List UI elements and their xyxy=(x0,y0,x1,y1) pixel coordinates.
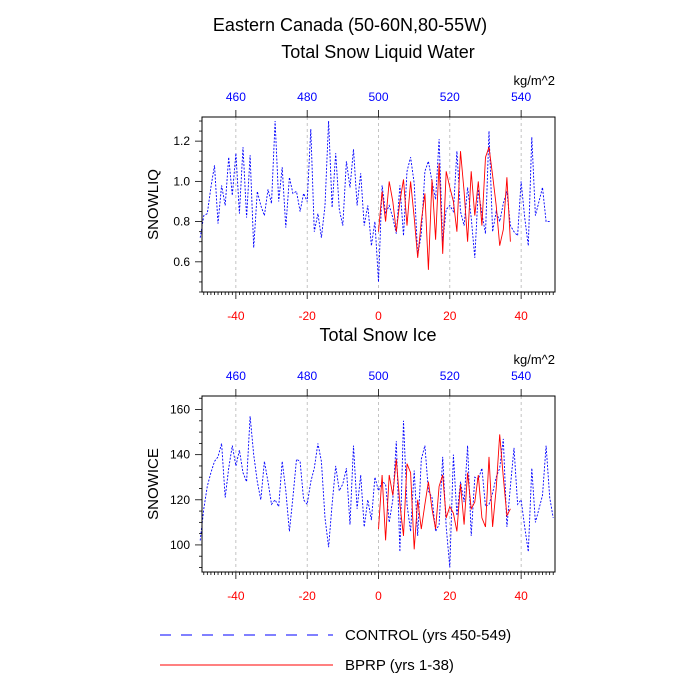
x-tick-label: 20 xyxy=(443,589,457,603)
top-tick-label: 460 xyxy=(226,369,246,383)
top-tick-label: 500 xyxy=(368,90,388,104)
y-tick-label: 140 xyxy=(170,448,190,462)
y-tick-label: 0.6 xyxy=(173,255,190,269)
x-tick-label: 40 xyxy=(514,589,528,603)
panel-title: Total Snow Liquid Water xyxy=(281,42,474,62)
units-label: kg/m^2 xyxy=(513,73,555,88)
y-tick-label: 1.0 xyxy=(173,174,190,188)
figure-title: Eastern Canada (50-60N,80-55W) xyxy=(213,15,487,35)
y-axis-label: SNOWLIQ xyxy=(145,169,162,240)
top-tick-label: 540 xyxy=(511,369,531,383)
y-tick-label: 0.8 xyxy=(173,215,190,229)
top-tick-label: 540 xyxy=(511,90,531,104)
control-series-line xyxy=(199,120,550,282)
x-tick-label: -40 xyxy=(227,309,245,323)
x-tick-label: 40 xyxy=(514,309,528,323)
x-tick-label: -20 xyxy=(299,589,317,603)
panel-title: Total Snow Ice xyxy=(319,325,436,345)
y-tick-label: 160 xyxy=(170,403,190,417)
y-tick-label: 120 xyxy=(170,493,190,507)
y-tick-label: 100 xyxy=(170,538,190,552)
x-tick-label: 0 xyxy=(375,589,382,603)
legend-bprp-label: BPRP (yrs 1-38) xyxy=(345,657,454,674)
snow-liquid-water-panel: Total Snow Liquid Water kg/m^2 -40 -20 0 20 40… xyxy=(145,42,556,323)
top-tick-label: 500 xyxy=(368,369,388,383)
y-tick-label: 1.2 xyxy=(173,134,190,148)
top-tick-label: 480 xyxy=(297,90,317,104)
snow-ice-panel: Total Snow Ice kg/m^2 -40 -20 0 20 40 460 480 500… xyxy=(145,325,556,603)
x-tick-label: -40 xyxy=(227,589,245,603)
top-tick-label: 480 xyxy=(297,369,317,383)
x-tick-label: -20 xyxy=(299,309,317,323)
bprp-series-line xyxy=(378,434,511,550)
top-tick-label: 460 xyxy=(226,90,246,104)
x-tick-label: 20 xyxy=(443,309,457,323)
x-tick-label: 0 xyxy=(375,309,382,323)
top-tick-label: 520 xyxy=(440,90,460,104)
units-label: kg/m^2 xyxy=(513,352,555,367)
y-axis-label: SNOWICE xyxy=(145,448,162,520)
legend-control-label: CONTROL (yrs 450-549) xyxy=(345,627,511,644)
bprp-series-line xyxy=(378,147,511,270)
top-tick-label: 520 xyxy=(440,369,460,383)
legend: CONTROL (yrs 450-549) BPRP (yrs 1-38) xyxy=(160,627,511,674)
